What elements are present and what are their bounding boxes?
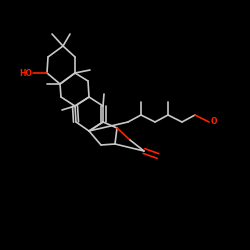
Text: O: O bbox=[211, 116, 218, 126]
Text: HO: HO bbox=[19, 68, 32, 78]
